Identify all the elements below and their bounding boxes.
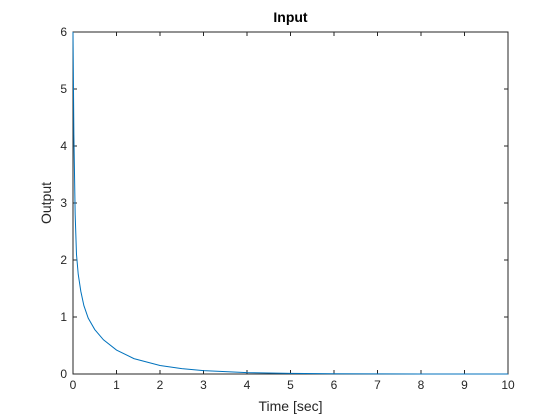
ticks-layer: 0 1 2 3 4 5 6 7 8 9 10 0 1 2 3 4 5 6: [60, 25, 515, 392]
x-tick-label: 10: [501, 378, 515, 392]
series-line: [72, 31, 509, 375]
y-tick-label: 1: [60, 310, 67, 324]
x-tick-label: 0: [70, 378, 77, 392]
plot-area-frame: [72, 31, 509, 375]
x-tick-label: 2: [157, 378, 164, 392]
chart-title: Input: [273, 9, 308, 25]
y-tick-label: 2: [60, 253, 67, 267]
y-tick-label: 3: [60, 196, 67, 210]
x-tick-label: 1: [113, 378, 120, 392]
y-tick-label: 5: [60, 82, 67, 96]
y-tick-label: 4: [60, 139, 67, 153]
x-tick-label: 7: [374, 378, 381, 392]
x-tick-label: 8: [418, 378, 425, 392]
y-axis-label: Output: [38, 182, 54, 224]
x-axis-label: Time [sec]: [258, 398, 322, 414]
x-tick-label: 5: [287, 378, 294, 392]
y-tick-label: 0: [60, 367, 67, 381]
x-tick-label: 3: [200, 378, 207, 392]
x-tick-label: 9: [461, 378, 468, 392]
x-tick-label: 4: [244, 378, 251, 392]
y-tick-label: 6: [60, 25, 67, 39]
x-tick-label: 6: [331, 378, 338, 392]
